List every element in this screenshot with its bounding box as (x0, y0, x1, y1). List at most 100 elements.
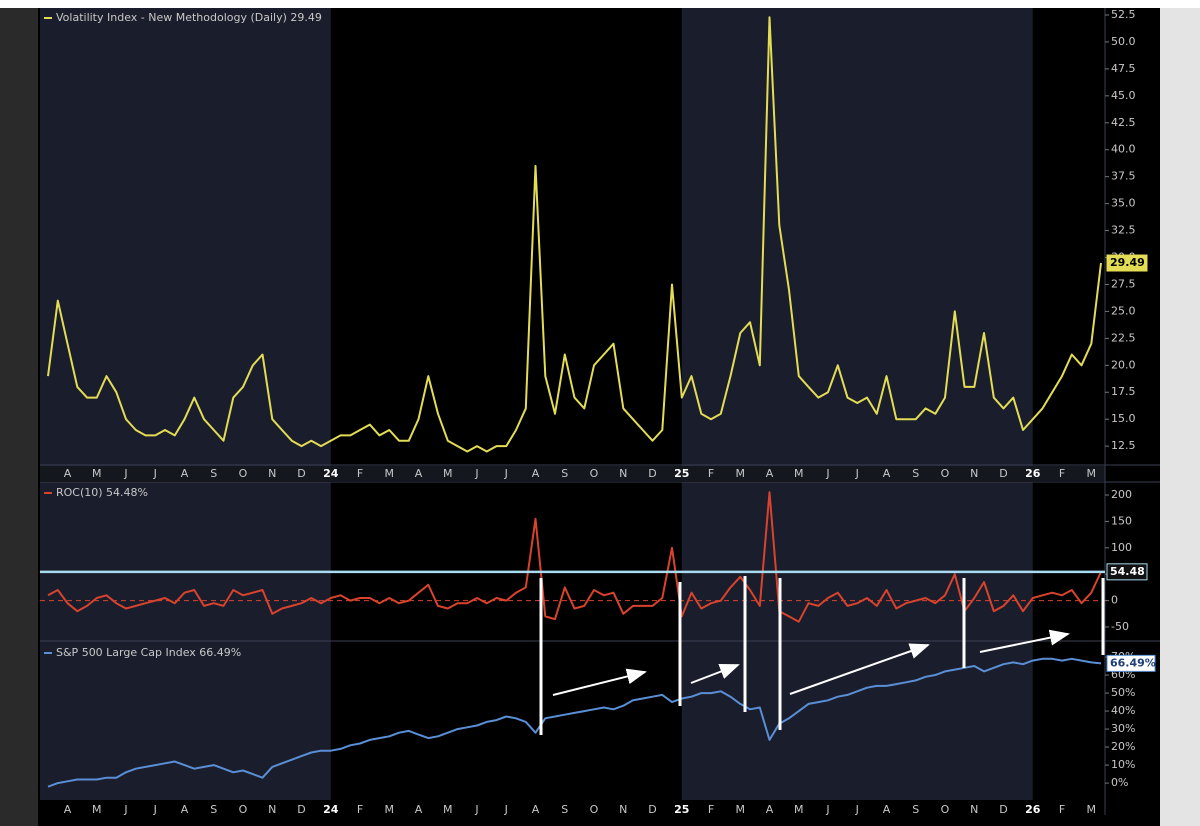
x-tick-label: A (883, 467, 891, 480)
x-tick-label: J (825, 803, 829, 816)
x-tick-label: J (123, 803, 127, 816)
value-tag (1106, 563, 1148, 581)
trend-arrow (789, 643, 930, 695)
x-axis-strip (40, 466, 1105, 482)
y-tick-label: 20% (1111, 740, 1135, 753)
x-tick-label: M (92, 467, 102, 480)
y-tick-label: 47.5 (1111, 62, 1136, 75)
series-line (47, 16, 1102, 453)
x-tick-label: O (941, 467, 950, 480)
y-tick-label: 45.0 (1111, 89, 1136, 102)
x-tick-label: N (268, 467, 276, 480)
left-strip (0, 8, 38, 826)
x-tick-label: J (474, 467, 478, 480)
y-tick-label: 27.5 (1111, 277, 1136, 290)
value-tag (1106, 654, 1156, 672)
trend-arrow (979, 629, 1070, 653)
x-tick-label: A (883, 803, 891, 816)
x-tick-label: F (357, 467, 363, 480)
x-tick-label: M (92, 803, 102, 816)
y-tick-label: 0% (1111, 776, 1128, 789)
y-tick-label: 25.0 (1111, 304, 1136, 317)
x-tick-label: M (385, 467, 395, 480)
y-tick-label: 200 (1111, 488, 1132, 501)
trend-arrow (690, 663, 740, 684)
x-tick-label: A (181, 803, 189, 816)
x-tick-label: 24 (323, 803, 339, 816)
x-tick-label: O (590, 467, 599, 480)
x-tick-label: 26 (1025, 803, 1041, 816)
y-tick-label: 22.5 (1111, 331, 1136, 344)
y-tick-label: 10% (1111, 758, 1135, 771)
y-tick-label: 40.0 (1111, 143, 1136, 156)
x-tick-label: N (619, 803, 627, 816)
x-tick-label: 24 (323, 467, 339, 480)
x-tick-label: F (357, 803, 363, 816)
x-tick-label: N (619, 467, 627, 480)
y-tick-label: -50 (1111, 620, 1129, 633)
x-tick-label: N (970, 467, 978, 480)
y-tick-label: 15.0 (1111, 412, 1136, 425)
y-tick-label: 50% (1111, 686, 1135, 699)
x-tick-label: 25 (674, 803, 689, 816)
x-tick-label: M (736, 467, 746, 480)
x-tick-label: D (297, 803, 305, 816)
x-tick-label: A (181, 467, 189, 480)
y-tick-label: 35.0 (1111, 197, 1136, 210)
x-tick-label: F (708, 803, 714, 816)
annotations (539, 576, 1105, 735)
x-tick-label: A (766, 467, 774, 480)
value-tag-label: 54.48 (1110, 565, 1145, 578)
x-tick-label: J (855, 803, 859, 816)
top-strip (0, 0, 1200, 8)
x-tick-label: M (794, 467, 804, 480)
x-tick-label: N (970, 803, 978, 816)
legend-label: Volatility Index - New Methodology (Dail… (56, 11, 322, 24)
x-tick-label: J (153, 803, 157, 816)
x-tick-label: M (794, 803, 804, 816)
x-tick-label: S (561, 803, 568, 816)
x-tick-label: D (999, 803, 1007, 816)
x-tick-label: S (210, 803, 217, 816)
year-shade (681, 8, 1033, 800)
x-tick-label: M (443, 467, 453, 480)
value-tag-label: 66.49% (1110, 656, 1156, 669)
x-tick-label: A (532, 467, 540, 480)
x-tick-label: A (415, 803, 423, 816)
series-line (47, 657, 1102, 788)
x-tick-label: A (64, 803, 72, 816)
x-tick-label: D (648, 467, 656, 480)
x-tick-label: J (825, 467, 829, 480)
x-tick-label: O (239, 467, 248, 480)
x-tick-label: F (708, 467, 714, 480)
y-tick-label: 30% (1111, 722, 1135, 735)
year-shade (40, 8, 331, 800)
x-tick-label: S (912, 803, 919, 816)
y-tick-label: 100 (1111, 541, 1132, 554)
x-tick-label: A (64, 467, 72, 480)
right-strip (1160, 8, 1200, 826)
y-tick-label: 17.5 (1111, 385, 1136, 398)
x-tick-label: M (385, 803, 395, 816)
x-tick-label: J (504, 467, 508, 480)
x-tick-label: D (999, 467, 1007, 480)
y-tick-label: 32.5 (1111, 224, 1136, 237)
x-tick-label: J (123, 467, 127, 480)
y-tick-label: 150 (1111, 514, 1132, 527)
y-tick-label: 12.5 (1111, 439, 1136, 452)
x-tick-label: 25 (674, 467, 689, 480)
x-tick-label: A (766, 803, 774, 816)
legend-label: ROC(10) 54.48% (56, 486, 148, 499)
x-tick-label: J (153, 467, 157, 480)
x-tick-label: M (1087, 803, 1097, 816)
x-tick-label: D (648, 803, 656, 816)
y-tick-label: 20.0 (1111, 358, 1136, 371)
y-tick-label: 40% (1111, 704, 1135, 717)
y-tick-label: 42.5 (1111, 116, 1136, 129)
x-tick-label: S (210, 467, 217, 480)
y-tick-label: 37.5 (1111, 170, 1136, 183)
x-tick-label: 26 (1025, 467, 1041, 480)
value-tag (1106, 254, 1148, 272)
x-tick-label: A (532, 803, 540, 816)
